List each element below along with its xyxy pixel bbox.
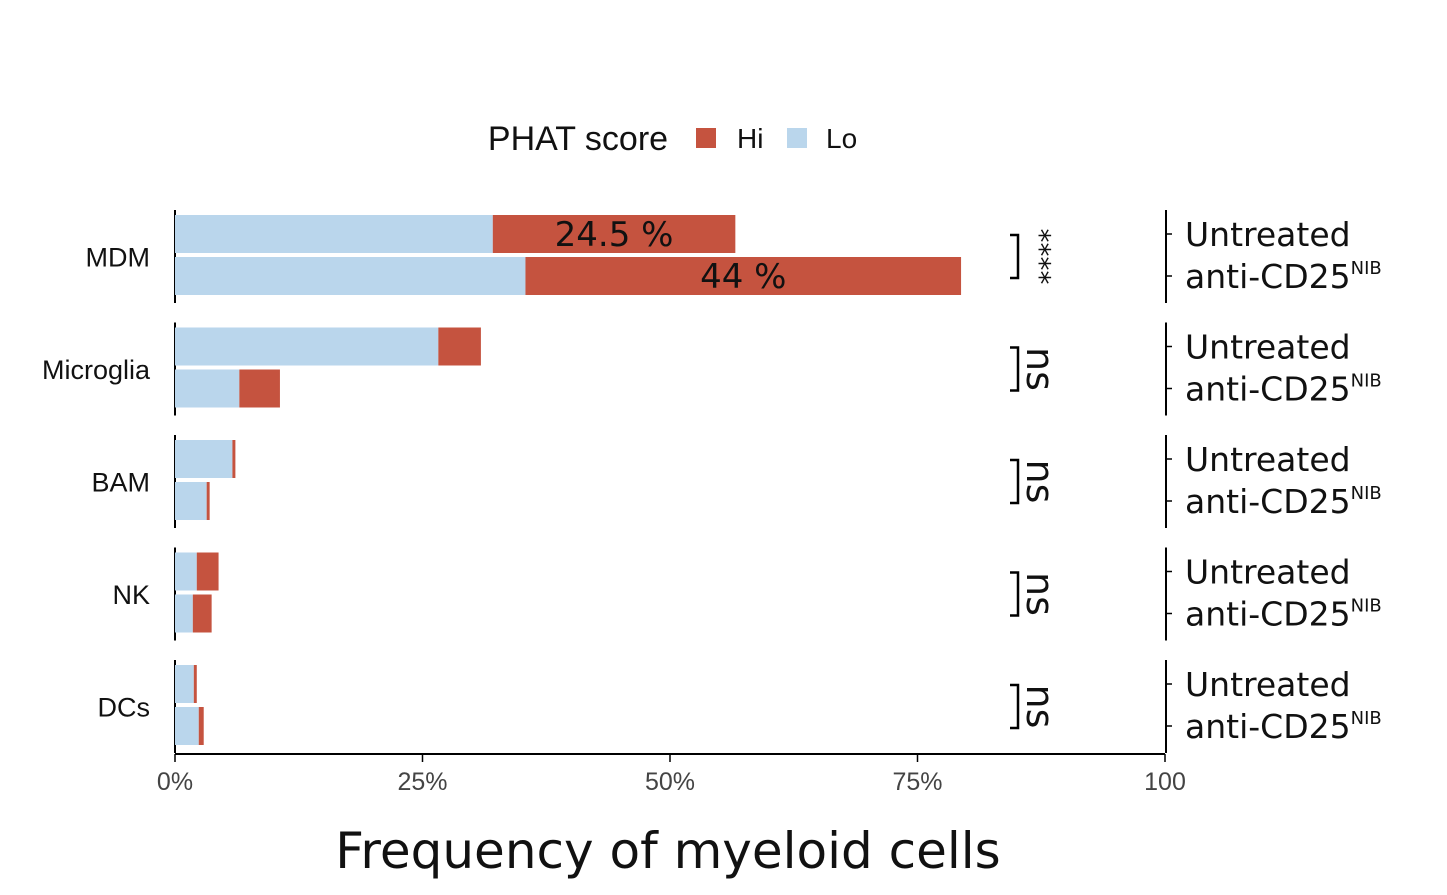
bar-lo (175, 552, 197, 591)
x-axis-title: Frequency of myeloid cells (335, 822, 1000, 880)
legend-swatch-hi (696, 128, 716, 148)
condition-label: anti-CD25NIB (1185, 370, 1382, 409)
condition-superscript: NIB (1351, 258, 1382, 279)
bar-lo (175, 257, 526, 295)
condition-label: Untreated (1185, 665, 1351, 704)
bar-lo (175, 440, 233, 478)
legend-label-lo: Lo (826, 123, 857, 154)
condition-label: anti-CD25NIB (1185, 595, 1382, 634)
significance-label: ns (1018, 347, 1062, 391)
significance-bracket (1010, 458, 1020, 505)
bar-hi (438, 327, 481, 366)
legend: PHAT score Hi Lo (488, 120, 857, 158)
significance-label: ns (1018, 572, 1062, 616)
category-label: MDM (86, 243, 150, 273)
category-label: Microglia (42, 355, 151, 385)
bar-data-label: 24.5 % (555, 215, 674, 255)
bar-hi (492, 215, 736, 253)
significance-bracket (1010, 683, 1020, 730)
significance-label: ns (1018, 685, 1062, 729)
bar-lo (175, 369, 240, 408)
condition-label: Untreated (1185, 553, 1351, 592)
significance-bracket (1010, 346, 1020, 392)
bar-lo (175, 665, 194, 703)
x-tick-label: 50% (645, 768, 695, 796)
bar-lo (175, 482, 207, 520)
significance-label: **** (1024, 229, 1057, 285)
x-tick-label: 0% (157, 768, 193, 796)
condition-label: anti-CD25NIB (1185, 482, 1382, 521)
significance-label: ns (1018, 460, 1062, 504)
bar-hi (193, 665, 197, 703)
bar-hi (196, 552, 219, 591)
bar-data-label: 44 % (700, 257, 786, 297)
bar-lo (175, 215, 493, 253)
bar-lo (175, 327, 439, 366)
condition-superscript: NIB (1351, 371, 1382, 392)
legend-label-hi: Hi (737, 123, 763, 154)
bar-hi (525, 257, 962, 295)
bar-hi (192, 594, 212, 633)
significance-bracket (1010, 233, 1020, 280)
legend-title: PHAT score (488, 120, 668, 158)
significance-bracket (1010, 571, 1020, 617)
condition-superscript: NIB (1351, 483, 1382, 504)
category-label: DCs (98, 693, 151, 723)
condition-label: anti-CD25NIB (1185, 707, 1382, 746)
bar-hi (206, 482, 210, 520)
condition-label: Untreated (1185, 215, 1351, 254)
bar-hi (239, 369, 280, 408)
x-tick-label: 75% (892, 768, 942, 796)
legend-swatch-lo (787, 128, 807, 148)
bar-lo (175, 707, 199, 745)
bar-hi (198, 707, 204, 745)
bar-lo (175, 594, 193, 633)
condition-label: Untreated (1185, 328, 1351, 367)
condition-superscript: NIB (1351, 596, 1382, 617)
category-label: BAM (91, 468, 150, 498)
category-label: NK (112, 580, 150, 610)
condition-label: anti-CD25NIB (1185, 257, 1382, 296)
condition-label: Untreated (1185, 440, 1351, 479)
condition-superscript: NIB (1351, 708, 1382, 729)
x-tick-label: 100 (1144, 768, 1186, 796)
x-axis: 0% 25% 50% 75% 100 (157, 753, 1186, 796)
x-tick-label: 25% (397, 768, 447, 796)
bar-hi (232, 440, 236, 478)
